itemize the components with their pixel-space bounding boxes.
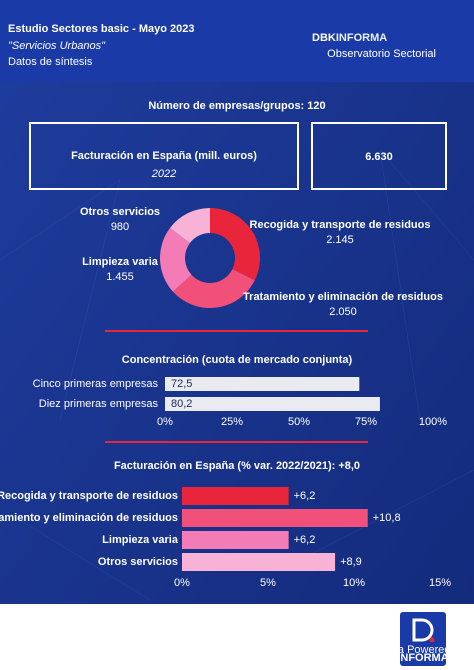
bar [182,531,289,549]
bar [182,487,289,505]
value-label: 80,2 [171,398,192,410]
segment-label: Recogida y transporte de residuos [250,219,431,231]
badge-brand: INFORMA [397,652,448,664]
value-label: +8,9 [340,556,362,568]
y-tick-label: Limpieza varia [102,534,179,546]
badge-text: Data Powered by [381,644,466,656]
segment-value: 2.050 [329,306,357,318]
logo-tagline: Observatorio Sectorial [327,48,436,60]
logo-accent: INFORMA [336,32,387,44]
y-tick-label: Otros servicios [98,556,178,568]
y-tick-label: Diez primeras empresas [39,398,159,410]
x-tick-label: 5% [260,577,276,589]
segment-label: Limpieza varia [82,256,159,268]
y-tick-label: Recogida y transporte de residuos [0,490,178,502]
donut-segment [210,208,260,281]
logo-area [296,0,474,82]
segment-label: Otros servicios [80,206,160,218]
y-tick-label: Tratamiento y eliminación de residuos [0,512,178,524]
bar [165,377,360,391]
x-tick-label: 75% [355,416,377,428]
revenue-year: 2022 [151,168,176,180]
badge-icon [412,618,434,642]
x-tick-label: 0% [157,416,173,428]
x-tick-label: 15% [429,577,451,589]
value-label: +6,2 [294,534,316,546]
segment-value: 980 [111,221,129,233]
x-tick-label: 10% [343,577,365,589]
badge-dot [429,637,435,643]
x-tick-label: 25% [221,416,243,428]
x-tick-label: 100% [419,416,447,428]
y-tick-label: Cinco primeras empresas [33,378,159,390]
value-label: 72,5 [171,378,192,390]
x-tick-label: 50% [288,416,310,428]
revenue-label-box [29,122,299,190]
bar [182,553,336,571]
bar [165,397,380,411]
x-tick-label: 0% [174,577,190,589]
segment-value: 2.145 [326,234,354,246]
header-subtitle: "Servicios Urbanos" [8,40,106,52]
value-label: +10,8 [373,512,401,524]
donut-segment [169,208,210,244]
donut-segment [172,269,255,309]
value-label: +6,2 [294,490,316,502]
header-note: Datos de síntesis [8,56,93,68]
revenue-label: Facturación en España (mill. euros) [71,150,257,162]
logo-main: DBK [312,32,336,44]
revenue-value-box [311,122,447,190]
companies: Número de empresas/grupos: 120 [148,100,325,112]
header-title: Estudio Sectores basic - Mayo 2023 [8,23,194,35]
segment-value: 1.455 [106,271,134,283]
donut-segment [160,228,192,292]
logo: DBKINFORMA [312,32,387,44]
bar [182,509,368,527]
network-pattern [0,149,474,601]
revenue-value: 6.630 [365,151,393,163]
chart-title: Concentración (cuota de mercado conjunta… [122,354,353,366]
chart-title: Facturación en España (% var. 2022/2021)… [114,460,360,472]
footer-band [0,604,474,670]
segment-label: Tratamiento y eliminación de residuos [243,291,443,303]
